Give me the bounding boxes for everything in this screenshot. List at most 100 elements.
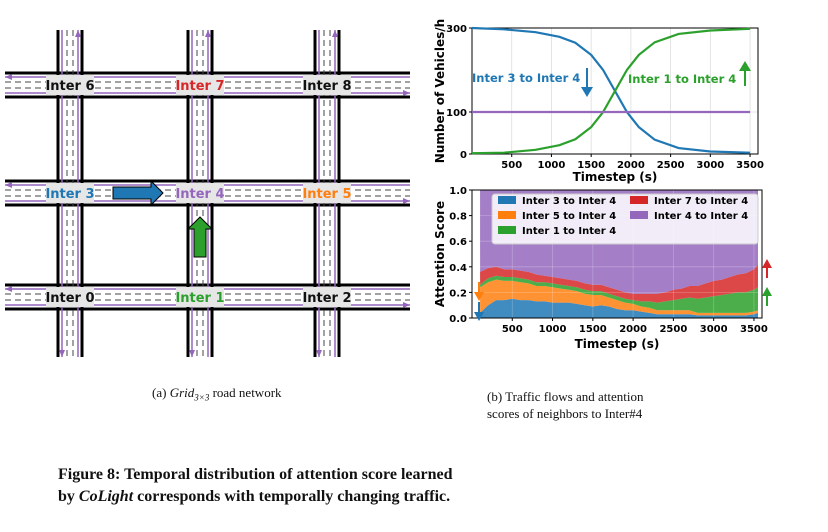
y-tick-label: 0.2 [449,288,467,299]
x-axis-label: Timestep (s) [575,337,660,351]
intersection-box [303,287,351,307]
intersection-label: Inter 1 [175,291,224,306]
subcaption-b-line2: scores of neighbors to Inter#4 [487,406,643,421]
x-tick-label: 3000 [700,324,728,335]
legend-swatch [630,196,648,204]
y-tick-label: 300 [446,24,467,35]
intersection-label: Inter 3 [45,187,94,202]
y-tick-label: 1.0 [449,186,467,197]
traffic-flow-line-chart: 500 1000 1500 2000 2500 3000 3500 0 100 300 Timest… [433,19,764,184]
y-tick-label: 0.6 [449,237,467,248]
plot-frame [471,27,759,155]
west-flow-arrowhead [5,286,12,292]
x-tick-label: 1000 [538,160,566,171]
north-flow-arrowhead [332,30,338,37]
arrow-inter1-to-inter4 [186,216,214,258]
intersection-box [46,183,94,203]
x-tick-label: 2500 [659,324,687,335]
y-tick-label: 0.8 [449,212,467,223]
figure-caption-line2: by CoLight corresponds with temporally c… [58,486,453,508]
area-series [480,275,758,313]
legend: Inter 3 to Inter 4 Inter 5 to Inter 4 Inte… [491,193,759,245]
figure-caption-prefix: by [58,488,79,505]
intersection-box [176,75,224,95]
x-axis-label: Timestep (s) [573,170,658,184]
annotation-arrowhead-down [581,87,593,97]
x-tick-label: 1000 [539,324,567,335]
area-series [480,298,758,318]
intersection-box [46,287,94,307]
legend-swatch [498,226,516,234]
x-tick-label: 2000 [617,160,645,171]
intersection-box [303,183,351,203]
series-line [471,27,751,155]
x-tick-label: 2000 [619,324,647,335]
annotation-arrowhead-up [762,287,772,296]
intersection-box [176,183,224,203]
y-axis-label: Number of Vehicles/h [433,19,447,163]
series-line [471,26,751,154]
legend-label: Inter 1 to Inter 4 [522,226,616,237]
intersection-label: Inter 7 [175,79,224,94]
intersection-box [303,75,351,95]
annotation-arrowhead-down [474,312,484,321]
subcaption-a: (a) Grid3×3 road network [152,385,282,403]
west-flow-arrowhead [5,182,12,188]
south-flow-arrowhead [316,350,322,357]
x-tick-label: 3500 [736,160,764,171]
annotation-arrowhead-up [762,259,772,268]
intersection-label: Inter 6 [45,79,94,94]
x-tick-label: 1500 [577,160,605,171]
legend-swatch [630,211,648,219]
north-flow-arrowhead [75,30,81,37]
area-series [480,264,758,303]
east-flow-arrowhead [403,90,410,96]
y-tick-label: 0.0 [449,314,467,325]
annotation-inter3-to-inter4: Inter 3 to Inter 4 [472,71,580,85]
legend-swatch [498,196,516,204]
x-tick-label: 3000 [696,160,724,171]
intersection-label: Inter 0 [45,291,94,306]
x-tick-label: 500 [501,160,522,171]
subcaption-a-grid: Grid [169,385,195,400]
x-tick-label: 500 [502,324,523,335]
intersection-box [176,287,224,307]
legend-label: Inter 7 to Inter 4 [654,196,748,207]
north-flow-arrowhead [205,30,211,37]
x-tick-label: 2500 [657,160,685,171]
legend-label: Inter 3 to Inter 4 [522,196,616,207]
subcaption-a-prefix: (a) [152,385,170,400]
area-series [480,279,758,316]
intersection-label: Inter 5 [302,187,351,202]
subcaption-b-line1: (b) Traffic flows and attention [487,389,644,404]
figure-caption-line1: Figure 8: Temporal distribution of atten… [58,466,453,483]
annotation-arrowhead-down [474,292,484,301]
figure-caption: Figure 8: Temporal distribution of atten… [58,464,453,508]
intersection-label: Inter 4 [175,187,224,202]
y-tick-label: 100 [446,108,467,119]
x-tick-label: 3500 [740,324,768,335]
arrow-inter3-to-inter4 [112,179,164,207]
subcaption-b: (b) Traffic flows and attention scores o… [487,388,643,422]
y-axis-label: Attention Score [433,201,447,307]
x-tick-label: 1500 [579,324,607,335]
intersection-label: Inter 8 [302,79,351,94]
annotation-arrowhead-up [739,61,751,71]
east-flow-arrowhead [403,198,410,204]
south-flow-arrowhead [59,350,65,357]
south-flow-arrowhead [189,350,195,357]
legend-label: Inter 4 to Inter 4 [654,211,748,222]
y-tick-label: 0.4 [449,263,467,274]
west-flow-arrowhead [5,74,12,80]
y-tick-label: 0 [460,150,467,161]
intersection-label: Inter 2 [302,291,351,306]
legend-label: Inter 5 to Inter 4 [522,211,616,222]
annotation-inter1-to-inter4: Inter 1 to Inter 4 [628,72,736,86]
figure-caption-model-name: CoLight [78,488,134,505]
subcaption-a-subscript: 3×3 [194,392,210,403]
intersection-box [46,75,94,95]
legend-swatch [498,211,516,219]
attention-score-area-chart: 500 1000 1500 2000 2500 3000 3500 0.0 0.2 0.4 0.6 0… [433,186,772,351]
east-flow-arrowhead [403,302,410,308]
figure-caption-suffix: corresponds with temporally changing tra… [133,488,451,505]
